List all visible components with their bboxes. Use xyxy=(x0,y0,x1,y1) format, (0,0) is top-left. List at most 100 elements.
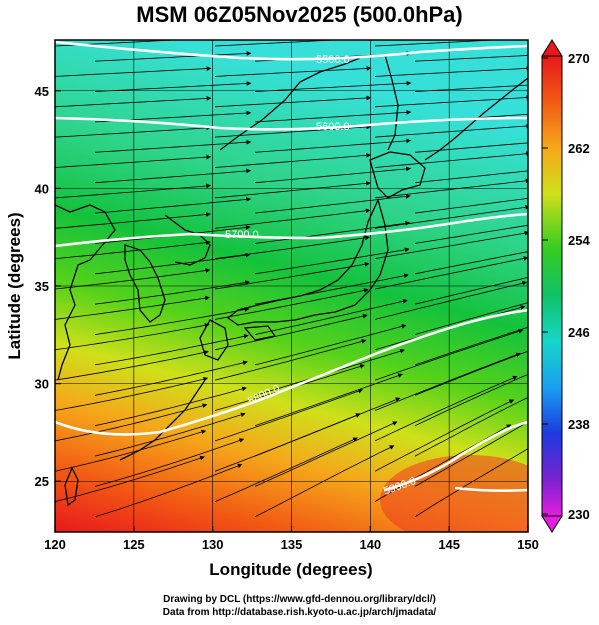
coastline-ryukyu xyxy=(119,379,206,461)
streamline xyxy=(55,240,211,259)
streamline xyxy=(94,463,243,518)
streamline xyxy=(214,235,371,259)
y-tick-label: 25 xyxy=(35,474,49,489)
streamline xyxy=(214,313,368,351)
streamline xyxy=(414,142,528,153)
colorbar-tick-label: 246 xyxy=(568,325,590,340)
streamline xyxy=(254,138,412,153)
streamline xyxy=(254,80,412,92)
streamline xyxy=(254,373,403,427)
contour-5500 xyxy=(55,40,528,61)
contour-label-5500: 5500.0 xyxy=(316,54,350,66)
colorbar-tick-label: 238 xyxy=(568,417,590,432)
streamline xyxy=(374,230,528,259)
streamline xyxy=(94,81,252,92)
streamline xyxy=(55,403,208,442)
streamline xyxy=(414,224,528,244)
streamline xyxy=(414,373,528,427)
streamline xyxy=(254,445,395,518)
streamline xyxy=(254,247,410,275)
streamline xyxy=(214,413,361,472)
coastline-honshu xyxy=(226,198,389,326)
credit-line-data: Data from http://database.rish.kyoto-u.a… xyxy=(162,607,437,618)
y-tick-label: 45 xyxy=(35,84,49,99)
coastline-china-korea xyxy=(55,204,116,381)
streamline xyxy=(214,288,369,320)
coastline-russia xyxy=(219,57,361,151)
credits: Drawing by DCL (https://www.gfd-dennou.o… xyxy=(0,593,599,619)
colorbar-ticks: 270 262 254 246 238 230 xyxy=(542,51,590,522)
streamline xyxy=(214,339,367,381)
streamline xyxy=(94,168,252,184)
x-tick-label: 150 xyxy=(517,537,539,552)
coastline-hokkaido xyxy=(369,151,426,199)
coastline-kyushu xyxy=(199,319,229,361)
coastline-korea-peninsula xyxy=(124,244,166,323)
streamline xyxy=(94,333,249,366)
y-tick-label: 40 xyxy=(35,181,49,196)
streamline xyxy=(55,323,210,351)
streamline xyxy=(414,55,528,62)
streamline xyxy=(94,197,251,214)
streamline xyxy=(214,208,371,229)
streamline xyxy=(254,220,411,244)
streamline xyxy=(55,295,210,320)
coastline-korea-north xyxy=(164,214,211,266)
y-axis-label: Latitude (degrees) xyxy=(5,212,24,359)
colorbar-tick-label: 254 xyxy=(568,233,590,248)
gridlines xyxy=(55,40,528,532)
streamline xyxy=(414,251,528,275)
warm-region xyxy=(380,455,528,532)
streamline xyxy=(414,350,528,396)
streamline xyxy=(55,455,205,502)
streamline xyxy=(254,109,412,123)
x-tick-label: 135 xyxy=(281,537,303,552)
streamline xyxy=(214,261,370,290)
colorbar-tick-label: 270 xyxy=(568,51,590,66)
contour-label-5600: 5600.0 xyxy=(316,121,350,133)
streamline xyxy=(414,326,528,366)
streamline xyxy=(214,388,363,442)
streamline xyxy=(55,154,212,168)
streamline xyxy=(94,438,245,487)
streamline xyxy=(254,298,408,335)
streamline xyxy=(374,40,528,47)
streamline xyxy=(214,152,372,168)
streamline xyxy=(94,252,251,275)
streamline xyxy=(214,124,372,138)
coastlines xyxy=(55,54,528,507)
x-axis: 120 125 130 135 140 145 150 xyxy=(44,526,539,552)
streamline xyxy=(55,66,212,77)
colorbar-bottom-arrow xyxy=(541,515,563,533)
streamline xyxy=(94,139,252,153)
streamline xyxy=(94,412,246,457)
contour-5900 xyxy=(384,420,528,492)
y-tick-label: 30 xyxy=(35,377,49,392)
streamline xyxy=(374,123,528,138)
streamline xyxy=(94,386,247,427)
streamline xyxy=(55,96,212,108)
streamline xyxy=(94,51,252,62)
contour-label-5700: 5700.0 xyxy=(225,229,259,241)
contour-5600 xyxy=(55,116,528,131)
streamline xyxy=(374,399,515,472)
streamline xyxy=(414,396,528,457)
streamline xyxy=(254,166,411,184)
streamline xyxy=(214,95,372,108)
streamline xyxy=(414,170,528,184)
colorbar-tick-label: 262 xyxy=(568,141,590,156)
streamline xyxy=(254,421,398,487)
streamline xyxy=(214,66,372,77)
streamline xyxy=(414,302,528,335)
x-tick-label: 130 xyxy=(202,537,224,552)
streamline xyxy=(94,307,250,335)
y-axis: 25 30 35 40 45 xyxy=(35,84,61,489)
x-axis-label: Longitude (degrees) xyxy=(209,560,372,579)
streamline xyxy=(214,40,372,47)
colorbar: 270 262 254 246 238 230 xyxy=(541,39,590,533)
streamline xyxy=(94,280,250,305)
streamline xyxy=(214,180,371,199)
x-tick-label: 125 xyxy=(123,537,145,552)
streamline xyxy=(55,376,209,411)
